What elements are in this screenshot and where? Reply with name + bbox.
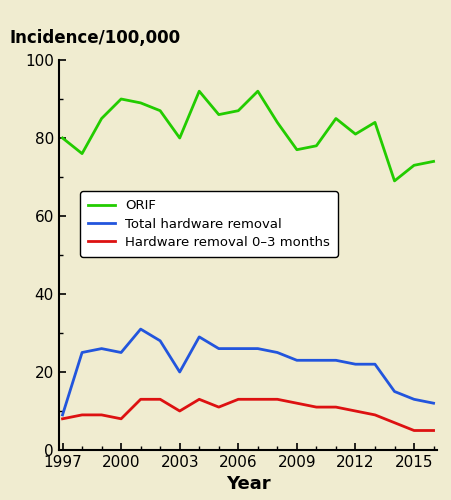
Legend: ORIF, Total hardware removal, Hardware removal 0–3 months: ORIF, Total hardware removal, Hardware r… [80,192,338,257]
ORIF [255,88,261,94]
Line: ORIF: ORIF [63,91,433,181]
ORIF [99,116,104,121]
Hardware removal 0–3 months [411,428,417,434]
ORIF [79,150,85,156]
Hardware removal 0–3 months [138,396,143,402]
Total hardware removal [255,346,261,352]
ORIF [197,88,202,94]
Text: Incidence/100,000: Incidence/100,000 [9,30,180,48]
Hardware removal 0–3 months [119,416,124,422]
Total hardware removal [177,369,182,375]
ORIF [314,143,319,149]
Hardware removal 0–3 months [294,400,299,406]
ORIF [157,108,163,114]
Total hardware removal [275,350,280,356]
Line: Hardware removal 0–3 months: Hardware removal 0–3 months [63,400,433,430]
Hardware removal 0–3 months [275,396,280,402]
Hardware removal 0–3 months [372,412,377,418]
Hardware removal 0–3 months [235,396,241,402]
ORIF [294,146,299,152]
Total hardware removal [216,346,221,352]
Total hardware removal [119,350,124,356]
Hardware removal 0–3 months [392,420,397,426]
Hardware removal 0–3 months [177,408,182,414]
Hardware removal 0–3 months [216,404,221,410]
Hardware removal 0–3 months [157,396,163,402]
ORIF [275,120,280,126]
Hardware removal 0–3 months [333,404,339,410]
Total hardware removal [235,346,241,352]
Hardware removal 0–3 months [431,428,436,434]
ORIF [392,178,397,184]
X-axis label: Year: Year [226,476,270,494]
Hardware removal 0–3 months [99,412,104,418]
ORIF [119,96,124,102]
ORIF [216,112,221,117]
ORIF [138,100,143,106]
Total hardware removal [197,334,202,340]
Total hardware removal [99,346,104,352]
ORIF [333,116,339,121]
Hardware removal 0–3 months [60,416,65,422]
Total hardware removal [138,326,143,332]
ORIF [372,120,377,126]
Total hardware removal [294,358,299,364]
Total hardware removal [431,400,436,406]
ORIF [431,158,436,164]
Hardware removal 0–3 months [314,404,319,410]
Hardware removal 0–3 months [79,412,85,418]
ORIF [411,162,417,168]
Total hardware removal [314,358,319,364]
ORIF [353,131,358,137]
Line: Total hardware removal: Total hardware removal [63,329,433,415]
Total hardware removal [60,412,65,418]
Total hardware removal [79,350,85,356]
Total hardware removal [411,396,417,402]
Total hardware removal [333,358,339,364]
Hardware removal 0–3 months [353,408,358,414]
Hardware removal 0–3 months [255,396,261,402]
ORIF [235,108,241,114]
Total hardware removal [392,388,397,394]
Hardware removal 0–3 months [197,396,202,402]
Total hardware removal [157,338,163,344]
ORIF [60,135,65,141]
Total hardware removal [372,361,377,367]
ORIF [177,135,182,141]
Total hardware removal [353,361,358,367]
